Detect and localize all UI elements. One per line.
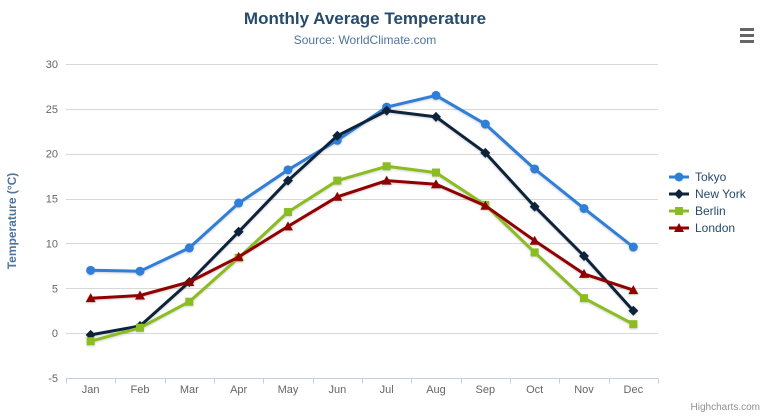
x-tick-label: May	[278, 384, 299, 396]
legend-item-tokyo[interactable]: Tokyo	[668, 168, 746, 185]
legend-item-new-york[interactable]: New York	[668, 185, 746, 202]
x-tick-label: Dec	[624, 384, 644, 396]
x-tick-label: Jan	[82, 384, 100, 396]
circle-marker-icon	[234, 198, 244, 208]
export-menu-button[interactable]	[738, 20, 756, 38]
y-tick-label: 25	[46, 104, 58, 116]
hamburger-icon	[740, 27, 754, 31]
triangle-marker-icon	[85, 293, 96, 303]
square-marker-icon	[333, 176, 342, 185]
legend-marker-icon	[669, 222, 689, 232]
diamond-marker-icon	[431, 111, 441, 122]
circle-marker-icon	[628, 242, 638, 252]
triangle-marker-icon	[233, 251, 244, 261]
y-tick-label: 30	[46, 59, 58, 71]
y-tick-label: 5	[52, 283, 58, 295]
legend-item-label: Berlin	[695, 203, 726, 218]
triangle-marker-icon	[332, 191, 343, 201]
series-line-london	[89, 179, 635, 300]
chart-title: Monthly Average Temperature	[243, 9, 487, 28]
circle-marker-icon	[579, 203, 589, 213]
square-marker-icon	[185, 297, 194, 306]
highcharts-credit-link[interactable]: Highcharts.com	[690, 402, 760, 413]
chart-subtitle: Source: WorldClimate.com	[293, 33, 437, 47]
circle-marker-icon	[431, 90, 441, 100]
diamond-marker-icon	[233, 226, 244, 237]
triangle-marker-icon	[480, 200, 491, 210]
triangle-marker-icon	[283, 221, 293, 231]
y-tick-label: 20	[46, 149, 58, 161]
diamond-marker-icon	[628, 305, 639, 316]
legend-item-label: London	[695, 220, 736, 235]
square-marker-icon	[284, 208, 292, 217]
series-line-berlin	[89, 164, 635, 343]
axis-lines-and-ticks	[66, 378, 659, 384]
square-marker-icon	[530, 248, 539, 257]
y-tick-label: 10	[46, 238, 58, 250]
axis-labels: -5 0 5 10 15 20 25 30 Jan Feb Mar Apr May Jun Jul Aug Se…	[46, 59, 644, 396]
legend-item-berlin[interactable]: Berlin	[668, 202, 746, 219]
series-line-new-york	[89, 109, 635, 337]
square-marker-icon	[86, 337, 95, 346]
legend-marker-icon	[669, 188, 689, 199]
circle-marker-icon	[530, 164, 540, 174]
triangle-marker-icon	[674, 222, 684, 232]
x-tick-label: Jul	[380, 384, 394, 396]
circle-marker-icon	[135, 266, 145, 276]
series-lines	[85, 90, 639, 346]
triangle-marker-icon	[431, 179, 441, 189]
legend-marker-icon	[669, 172, 689, 181]
x-tick-label: Nov	[574, 384, 594, 396]
diamond-marker-icon	[674, 188, 684, 199]
circle-marker-icon	[480, 119, 490, 129]
triangle-marker-icon	[184, 277, 195, 287]
triangle-marker-icon	[579, 268, 589, 278]
legend-item-label: Tokyo	[695, 169, 727, 184]
legend-item-london[interactable]: London	[668, 219, 746, 236]
x-tick-label: Aug	[426, 384, 446, 396]
diamond-marker-icon	[480, 147, 491, 158]
y-axis-title: Temperature (°C)	[5, 173, 19, 270]
triangle-marker-icon	[135, 290, 145, 300]
circle-marker-icon	[184, 243, 194, 253]
y-tick-label: 0	[52, 328, 58, 340]
x-tick-label: Apr	[230, 384, 247, 396]
circle-marker-icon	[674, 172, 684, 181]
diamond-marker-icon	[332, 130, 343, 141]
triangle-marker-icon	[628, 285, 639, 295]
square-marker-icon	[382, 162, 391, 171]
x-tick-label: Feb	[131, 384, 150, 396]
legend: Tokyo New York Berlin London	[668, 168, 746, 236]
triangle-marker-icon	[529, 235, 540, 245]
square-marker-icon	[432, 168, 440, 177]
circle-marker-icon	[86, 265, 96, 275]
circle-marker-icon	[283, 165, 293, 175]
triangle-marker-icon	[381, 175, 392, 185]
diamond-marker-icon	[529, 201, 540, 212]
grid-lines	[66, 64, 658, 379]
y-tick-label: -5	[48, 373, 58, 385]
square-marker-icon	[675, 206, 683, 215]
square-marker-icon	[136, 323, 144, 332]
x-tick-label: Mar	[180, 384, 199, 396]
x-tick-label: Jun	[328, 384, 346, 396]
square-marker-icon	[629, 320, 638, 329]
diamond-marker-icon	[579, 250, 589, 261]
legend-marker-icon	[669, 206, 689, 215]
x-tick-label: Oct	[526, 384, 543, 396]
x-tick-label: Sep	[476, 384, 496, 396]
y-tick-label: 15	[46, 194, 58, 206]
diamond-marker-icon	[283, 175, 293, 186]
legend-item-label: New York	[695, 186, 746, 201]
diamond-marker-icon	[381, 105, 392, 116]
square-marker-icon	[580, 294, 588, 303]
